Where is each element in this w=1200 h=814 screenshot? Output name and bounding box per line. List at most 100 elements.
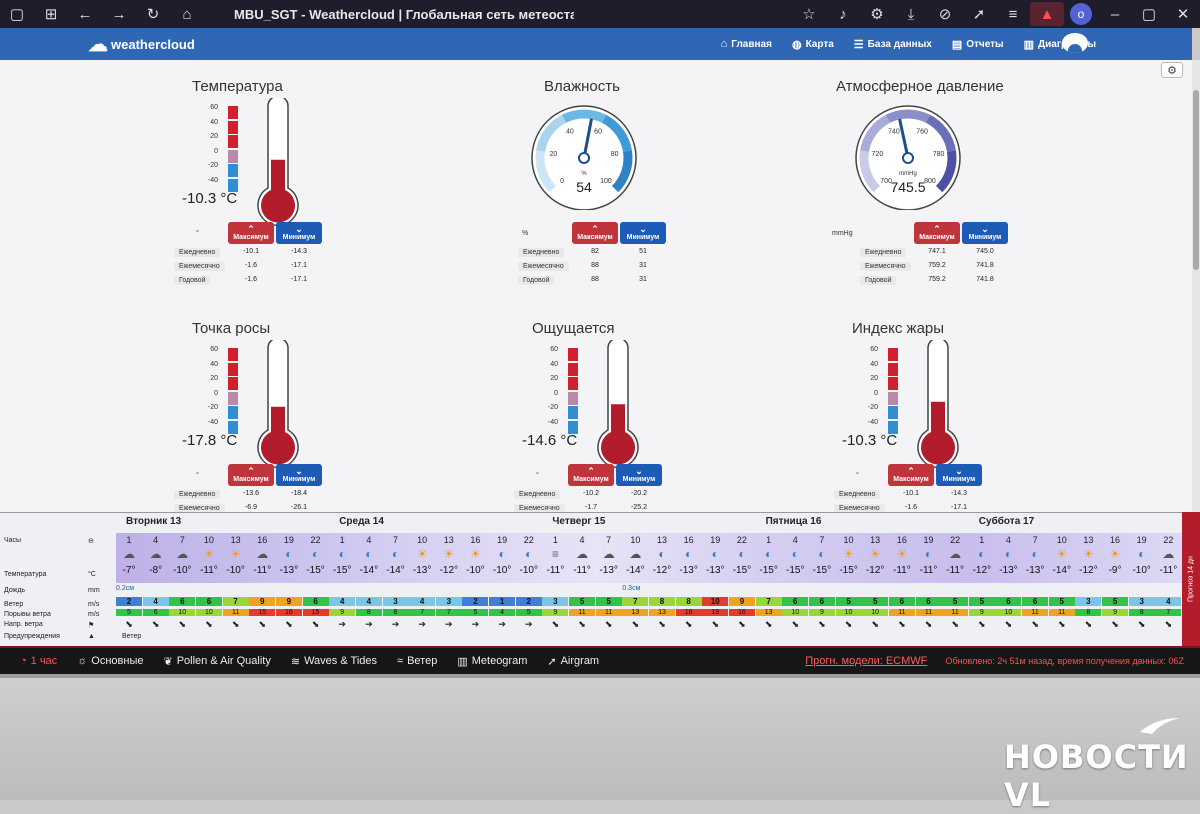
- wind-direction-arrow-icon: ➔: [391, 619, 400, 629]
- forecast-gust: 19: [702, 609, 729, 616]
- forecast-hour: 1: [552, 535, 558, 545]
- footer-tab-1[interactable]: ☼ Основные: [77, 655, 143, 667]
- home-icon[interactable]: ⌂: [182, 5, 192, 23]
- gear-icon[interactable]: ⚙: [1161, 62, 1183, 78]
- forecast-row-label: Ветер: [4, 601, 24, 608]
- gauge-tick: 100: [600, 178, 612, 185]
- tracking-off-icon[interactable]: ⊘: [938, 6, 952, 23]
- download-icon[interactable]: ⤓: [907, 5, 915, 23]
- nav-link-3[interactable]: ▤ Отчеты: [952, 38, 1004, 51]
- forecast-hour: 16: [683, 535, 694, 545]
- footer-tab-6[interactable]: ➚ Airgram: [547, 655, 599, 668]
- maximum-button[interactable]: ⌃ Максимум: [888, 464, 934, 486]
- nav-link-1[interactable]: ◍ Карта: [792, 38, 834, 51]
- moon-icon: ◐: [658, 547, 666, 561]
- stats-max-value: -10.1: [243, 248, 259, 255]
- forecast-temperature: -12°: [865, 565, 885, 576]
- minimize-icon[interactable]: –: [1110, 5, 1120, 23]
- maximum-label: Максимум: [893, 476, 929, 483]
- maximum-button[interactable]: ⌃ Максимум: [568, 464, 614, 486]
- scale-segment: [888, 420, 898, 434]
- forecast-temperature: -11°: [253, 565, 272, 576]
- forecast-wind: 6: [782, 597, 809, 606]
- forecast-gust: 5: [515, 609, 542, 616]
- maximum-button[interactable]: ⌃ Максимум: [228, 464, 274, 486]
- footer-tab-5[interactable]: ▥ Meteogram: [457, 655, 527, 668]
- nav-link-0[interactable]: ⌂ Главная: [721, 38, 772, 50]
- maximum-label: Максимум: [577, 234, 613, 241]
- wind-direction-arrow-icon: ⬊: [844, 619, 853, 629]
- wind-direction-arrow-icon: ➔: [471, 619, 480, 629]
- forecast-temperature: -11°: [919, 565, 938, 576]
- footer-tab-4[interactable]: ≈ Ветер: [397, 655, 437, 667]
- maximum-button[interactable]: ⌃ Максимум: [914, 222, 960, 244]
- star-icon[interactable]: ☆: [802, 6, 816, 23]
- footer-tab-3[interactable]: ≋ Waves & Tides: [291, 655, 377, 668]
- nav-link-label: Отчеты: [966, 38, 1004, 50]
- profile-icon[interactable]: o: [1070, 3, 1092, 25]
- sidebar-toggle-icon[interactable]: ▢: [9, 6, 25, 23]
- maximum-button[interactable]: ⌃ Максимум: [572, 222, 618, 244]
- stats-row-label: Ежедневно: [514, 490, 561, 499]
- maximum-button[interactable]: ⌃ Максимум: [228, 222, 274, 244]
- menu-icon[interactable]: ≡: [1008, 5, 1018, 23]
- minimum-button[interactable]: ⌄ Минимум: [616, 464, 662, 486]
- scale-tick: -20: [207, 404, 218, 411]
- weathercloud-logo[interactable]: ☁ weathercloud: [88, 33, 195, 56]
- forecast-hour: 19: [497, 535, 508, 545]
- footer-tab-0[interactable]: ◔ 1 час: [20, 655, 57, 667]
- forecast-temperature: -8°: [149, 565, 163, 576]
- stats-row-label: Ежедневно: [174, 490, 221, 499]
- speaker-icon[interactable]: ♪: [839, 5, 847, 23]
- stats-min-value: -17.1: [951, 504, 967, 511]
- minimum-button[interactable]: ⌄ Минимум: [276, 464, 322, 486]
- minimum-button[interactable]: ⌄ Минимум: [936, 464, 982, 486]
- settings-icon[interactable]: ⚙: [870, 6, 884, 23]
- forecast-hour: 13: [443, 535, 454, 545]
- reload-icon[interactable]: ↻: [146, 6, 160, 23]
- wind-direction-arrow-icon: ⬊: [311, 619, 320, 629]
- minimum-button[interactable]: ⌄ Минимум: [276, 222, 322, 244]
- scale-segment: [888, 391, 898, 405]
- panel-title: Индекс жары: [852, 320, 945, 337]
- wind-direction-arrow-icon: ⬊: [898, 619, 906, 629]
- footer-tab-2[interactable]: ❦ Pollen & Air Quality: [163, 655, 270, 668]
- nav-link-2[interactable]: ☰ База данных: [854, 38, 932, 51]
- forecast-model-selector[interactable]: Прогн. модели: ECMWF: [805, 655, 928, 667]
- forecast-wind: 3: [542, 597, 569, 606]
- close-icon[interactable]: ✕: [1176, 6, 1190, 23]
- panel-2: Атмосферное давление 700 720 740 760 780 800 mm…: [832, 74, 1080, 314]
- minimum-button[interactable]: ⌄ Минимум: [962, 222, 1008, 244]
- scale-segment: [568, 362, 578, 376]
- forecast-wind: 7: [755, 597, 782, 606]
- forecast-temperature: -11°: [200, 565, 218, 576]
- maximize-icon[interactable]: ▢: [1141, 6, 1157, 23]
- mercury-fill: [261, 406, 295, 465]
- wind-direction-arrow-icon: ⬊: [1164, 619, 1173, 629]
- forecast-gust: 16: [275, 609, 302, 616]
- forecast-gust: 16: [728, 609, 755, 616]
- stats-max-value: 82: [591, 248, 599, 255]
- moon-icon: ◐: [1004, 547, 1013, 561]
- forecast-wind: 6: [995, 597, 1022, 606]
- forecast-temperature: -11°: [946, 565, 964, 576]
- stats-row-label: Годовой: [860, 276, 897, 285]
- forecast-wind: 8: [675, 597, 702, 606]
- forward-icon[interactable]: →: [111, 5, 127, 23]
- dial-gauge: 700 720 740 760 780 800 mmHg 745.5: [855, 105, 961, 210]
- forecast-gust: 10: [195, 609, 222, 616]
- scrollbar[interactable]: [1192, 60, 1200, 512]
- forecast-side-tab[interactable]: Прогноз 14 дн: [1182, 512, 1200, 646]
- user-avatar[interactable]: [1062, 33, 1088, 53]
- rocket-icon[interactable]: ➚: [972, 6, 986, 23]
- gauge-unit: %: [581, 171, 587, 177]
- forecast-day-header: Суббота 17: [978, 516, 1035, 527]
- forecast-temperature: -10°: [492, 565, 512, 576]
- forecast-row-label: Напр. ветра: [4, 621, 43, 628]
- forecast-temperature: -10°: [466, 565, 485, 576]
- tabs-grid-icon[interactable]: ⊞: [44, 6, 58, 23]
- back-icon[interactable]: ←: [77, 5, 93, 23]
- minimum-button[interactable]: ⌄ Минимум: [620, 222, 666, 244]
- warning-icon[interactable]: ▲: [1030, 2, 1064, 26]
- forecast-wind: 6: [302, 597, 329, 606]
